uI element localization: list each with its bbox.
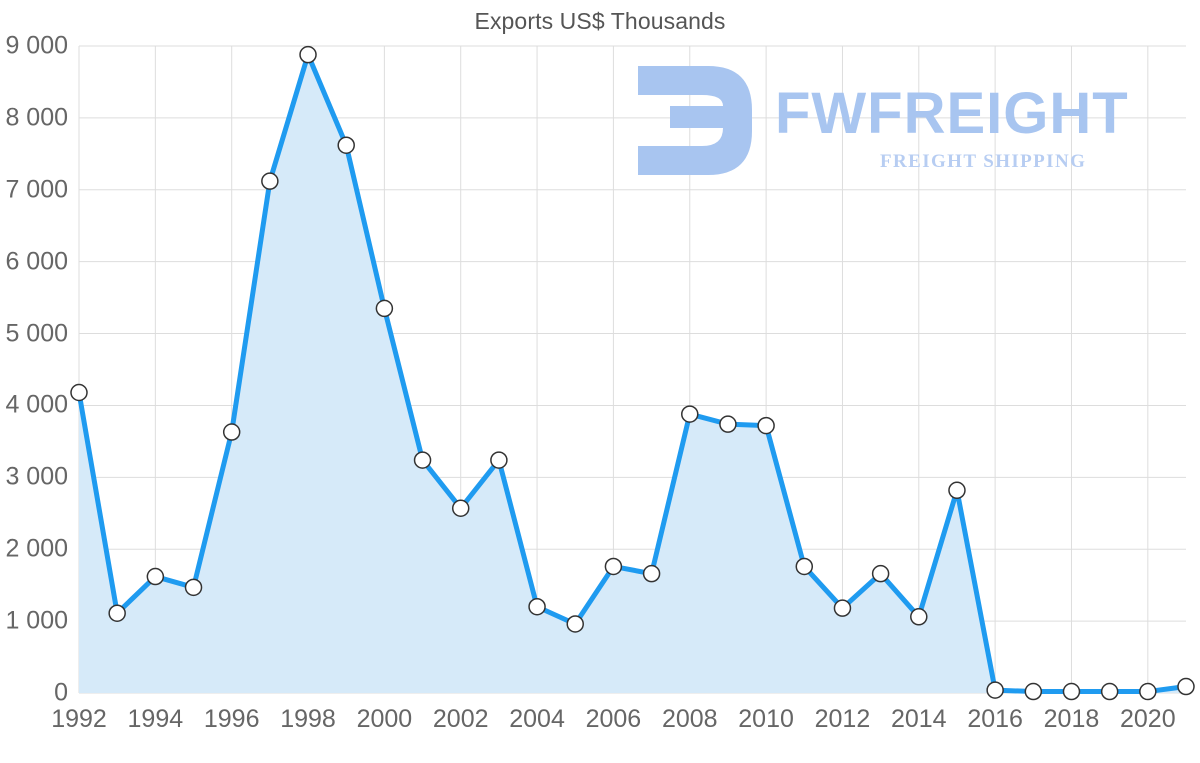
y-axis-tick-label: 0 bbox=[54, 678, 68, 707]
data-point-marker[interactable]: 2020: 20 bbox=[1139, 682, 1157, 701]
x-axis-tick-label: 1994 bbox=[127, 705, 184, 733]
data-point-marker[interactable]: 2012: 1180 bbox=[833, 599, 852, 617]
data-point-marker[interactable]: 1995: 1470 bbox=[184, 578, 203, 597]
y-axis-tick-label: 5 000 bbox=[5, 319, 68, 348]
x-axis-tick-label: 1998 bbox=[280, 705, 336, 733]
y-axis-tick-label: 1 000 bbox=[5, 606, 68, 635]
data-point-marker[interactable]: 2005: 960 bbox=[566, 615, 584, 633]
data-point-marker[interactable]: 2017: 20 bbox=[1024, 682, 1043, 701]
data-point-marker[interactable]: 2015: 2820 bbox=[948, 481, 966, 500]
x-axis-tick-label: 2004 bbox=[509, 705, 565, 733]
y-axis-tick-label: 7 000 bbox=[5, 175, 68, 204]
data-point-marker[interactable]: 2021: 90 bbox=[1177, 677, 1195, 696]
x-axis-tick-label: 1996 bbox=[203, 705, 260, 733]
data-point-marker[interactable]: 2010: 3720 bbox=[757, 416, 775, 435]
data-point-marker[interactable]: 2001: 3240 bbox=[413, 451, 432, 469]
x-axis-tick-label: 2006 bbox=[585, 705, 642, 733]
data-point-marker[interactable]: 2009: 3740 bbox=[719, 415, 737, 433]
data-point-marker[interactable]: 1999: 7620 bbox=[337, 136, 355, 154]
data-point-marker[interactable]: 2016: 40 bbox=[986, 681, 1004, 699]
x-axis-tick-label: 2008 bbox=[661, 705, 718, 733]
chart-title: Exports US$ Thousands bbox=[474, 8, 726, 34]
data-point-marker[interactable]: 1996: 3630 bbox=[222, 423, 241, 441]
data-point-marker[interactable]: 2013: 1660 bbox=[871, 564, 890, 583]
x-axis-tick-label: 2018 bbox=[1043, 705, 1100, 733]
x-axis-tick-label: 2014 bbox=[890, 705, 947, 733]
x-axis-tick-label: 2012 bbox=[814, 705, 871, 733]
data-point-marker[interactable]: 2008: 3880 bbox=[681, 405, 699, 423]
x-axis-tick-label: 2016 bbox=[967, 705, 1023, 733]
data-point-marker[interactable]: 2011: 1760 bbox=[795, 557, 814, 576]
data-point-marker[interactable]: 1993: 1110 bbox=[108, 604, 126, 622]
data-point-marker[interactable]: 1992: 4180 bbox=[70, 383, 88, 402]
y-axis-tick-label: 9 000 bbox=[5, 31, 68, 60]
data-point-marker[interactable]: 2019: 20 bbox=[1100, 682, 1119, 701]
x-axis-tick-label: 2020 bbox=[1120, 705, 1176, 733]
data-point-marker[interactable]: 2014: 1060 bbox=[910, 608, 928, 626]
area-fill bbox=[79, 54, 1186, 693]
x-axis-tick-label: 2000 bbox=[356, 705, 413, 733]
data-point-marker[interactable]: 2000: 5350 bbox=[375, 299, 394, 318]
y-axis-tick-label: 4 000 bbox=[5, 390, 68, 419]
data-point-marker[interactable]: 2018: 20 bbox=[1062, 682, 1081, 701]
y-axis-tick-label: 3 000 bbox=[5, 462, 68, 491]
x-axis-tick-label: 2002 bbox=[432, 705, 489, 733]
x-axis-tick-label: 1992 bbox=[51, 705, 107, 733]
data-point-marker[interactable]: 1998: 8880 bbox=[299, 45, 317, 64]
y-axis-tick-label: 8 000 bbox=[5, 103, 68, 132]
x-axis-tick-label: 2010 bbox=[738, 705, 794, 733]
y-axis-tick-label: 6 000 bbox=[5, 247, 68, 276]
y-axis-tick-label: 2 000 bbox=[5, 534, 68, 563]
data-point-marker[interactable]: 2007: 1660 bbox=[642, 564, 661, 583]
data-point-marker[interactable]: 2004: 1200 bbox=[528, 597, 546, 616]
data-point-marker[interactable]: 1997: 7120 bbox=[261, 172, 279, 190]
data-point-marker[interactable]: 2006: 1760 bbox=[604, 557, 623, 576]
data-point-marker[interactable]: 2002: 2570 bbox=[451, 499, 470, 517]
data-point-marker[interactable]: 2003: 3240 bbox=[490, 451, 508, 469]
